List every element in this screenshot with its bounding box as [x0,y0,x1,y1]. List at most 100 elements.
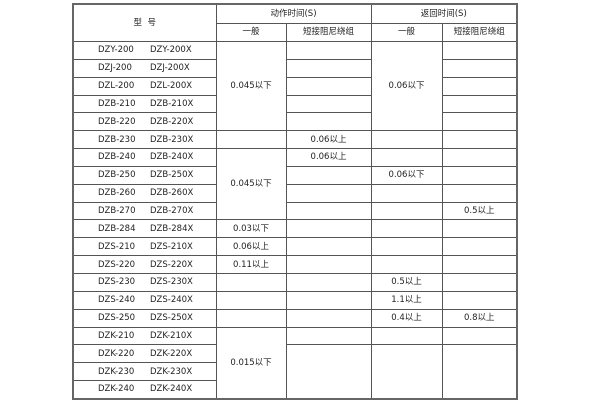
return-short-cell [441,237,518,257]
operate-short-cell [285,112,372,132]
model-cell: DZB-284 DZB-284X [72,219,217,239]
model-x-variant: DZS-210X [150,241,193,252]
operate-short-cell: 0.06以上 [285,130,372,150]
return-short-cell [441,165,518,185]
table-row: DZS-210 DZS-210X 0.06以上 [72,237,518,257]
operate-general-cell: 0.11以上 [215,255,287,274]
model-standard: DZB-250 [98,170,136,181]
model-x-variant: DZL-200X [150,81,193,92]
return-general-cell [370,148,443,167]
header-operate-general: 一般 [215,22,287,42]
return-short-cell [441,148,518,167]
table-row: DZS-230 DZS-230X 0.5以上 [72,272,518,292]
return-general-cell [370,183,443,203]
operate-general-cell [215,290,287,310]
return-short-cell [441,94,518,114]
model-standard: DZS-240 [98,295,136,306]
model-standard: DZS-210 [98,241,136,252]
operate-general-cell: 0.045以下 [215,40,287,132]
operate-short-cell [285,272,372,292]
model-cell: DZJ-200 DZJ-200X [72,58,217,78]
table-row: DZB-240 DZB-240X 0.045以下 0.06以上 [72,148,518,221]
model-standard: DZK-240 [98,384,135,395]
model-x-variant: DZK-230X [150,366,193,377]
model-x-variant: DZB-220X [150,116,194,127]
model-standard: DZB-220 [98,116,136,127]
operate-general-cell: 0.03以下 [215,219,287,239]
model-x-variant: DZS-250X [150,313,193,324]
model-x-variant: DZB-230X [150,134,194,145]
return-short-cell [441,326,518,346]
table-row: DZK-240 DZK-240X [72,380,517,400]
model-standard: DZB-270 [98,206,136,217]
model-standard: DZB-210 [98,98,136,109]
operate-short-cell [285,201,372,221]
model-x-variant: DZK-240X [150,384,193,395]
table-row: DZJ-200 DZJ-200X [72,58,518,78]
header-return-general: 一般 [370,22,443,42]
operate-general-cell: 0.045以下 [215,148,287,221]
return-general-cell: 0.06以下 [370,165,443,185]
model-cell: DZB-240 DZB-240X [72,148,217,167]
model-standard: DZB-230 [98,134,136,145]
operate-general-cell [215,272,287,292]
return-short-cell [441,219,518,239]
table-row: DZS-220 DZS-220X 0.11以上 [72,255,518,274]
operate-general-cell [215,308,287,328]
table-row: DZS-240 DZS-240X 1.1以上 [72,290,518,310]
model-x-variant: DZB-240X [150,152,194,163]
table-row: DZK-220 DZK-220X [72,344,518,400]
return-short-cell [441,112,518,132]
model-standard: DZB-240 [98,152,136,163]
table-row: DZB-220 DZB-220X [72,112,518,132]
return-short-cell [441,183,518,203]
return-general-cell [370,201,443,221]
model-cell: DZL-200 DZL-200X [72,76,217,96]
model-cell: DZB-270 DZB-270X [72,201,217,221]
table-row: DZB-270 DZB-270X 0.5以上 [72,201,518,221]
table-row: DZB-250 DZB-250X 0.06以下 [72,165,518,185]
model-cell: DZS-220 DZS-220X [72,255,217,274]
header-operate-time: 动作时间(S) [215,3,372,24]
model-standard: DZL-200 [98,81,135,92]
model-x-variant: DZK-220X [150,348,193,359]
operate-short-cell [285,219,372,239]
table-row: DZB-260 DZB-260X [72,183,518,203]
model-x-variant: DZS-220X [150,259,193,270]
table-row: DZL-200 DZL-200X [72,76,518,96]
model-standard: DZK-210 [98,330,135,341]
header-return-time: 返回时间(S) [370,3,518,24]
operate-short-cell [285,344,372,400]
model-cell: DZS-240 DZS-240X [72,290,217,310]
return-short-cell [441,58,518,78]
table-row: DZS-250 DZS-250X 0.4以上 0.8以上 [72,308,518,328]
model-cell: DZB-260 DZB-260X [72,183,217,203]
model-cell: DZS-250 DZS-250X [72,308,217,328]
operate-short-cell [285,183,372,203]
operate-short-cell [285,237,372,257]
model-x-variant: DZS-240X [150,295,193,306]
return-short-cell [441,344,518,400]
return-general-cell [370,130,443,150]
return-short-cell [441,130,518,150]
model-x-variant: DZY-200X [150,45,192,56]
model-x-variant: DZJ-200X [150,63,190,74]
model-cell: DZB-210 DZB-210X [72,94,217,114]
model-cell: DZK-220 DZK-220X [72,344,217,364]
model-x-variant: DZB-260X [150,188,194,199]
return-short-cell: 0.5以上 [441,201,518,221]
operate-general-cell [215,130,287,150]
model-standard: DZB-260 [98,188,136,199]
return-general-cell: 0.5以上 [370,272,443,292]
model-cell: DZS-230 DZS-230X [72,272,217,292]
return-general-cell [370,326,443,346]
operate-short-cell [285,165,372,185]
return-general-cell [370,344,443,400]
model-standard: DZS-230 [98,277,136,288]
model-cell: DZB-250 DZB-250X [72,165,217,185]
model-x-variant: DZB-270X [150,206,194,217]
operate-short-cell: 0.06以上 [285,148,372,167]
return-short-cell: 0.8以上 [441,308,518,328]
return-short-cell [441,290,518,310]
model-standard: DZB-284 [98,223,136,234]
